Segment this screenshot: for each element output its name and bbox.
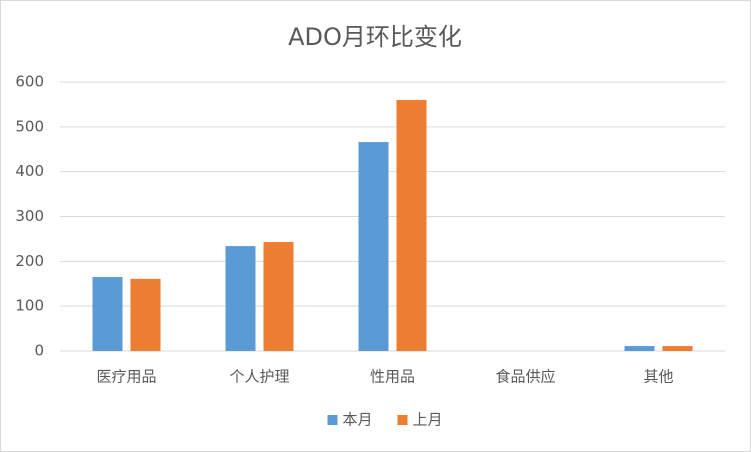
bar xyxy=(263,242,294,351)
x-tick-label: 其他 xyxy=(643,368,673,386)
y-tick-label: 400 xyxy=(15,162,44,180)
bar xyxy=(92,277,123,351)
bar xyxy=(624,346,655,351)
y-tick-label: 300 xyxy=(15,207,44,225)
bar xyxy=(396,99,427,351)
y-tick-label: 600 xyxy=(15,73,44,91)
x-tick-label: 性用品 xyxy=(370,368,415,386)
x-tick-label: 食品供应 xyxy=(495,368,555,386)
legend-label: 上月 xyxy=(413,411,443,429)
y-tick-label: 200 xyxy=(15,252,44,270)
legend-swatch xyxy=(397,415,408,425)
bar xyxy=(662,346,693,351)
x-tick-label: 医疗用品 xyxy=(96,368,156,386)
legend-label: 本月 xyxy=(343,411,373,429)
chart-title: ADO月环比变化 xyxy=(288,23,462,51)
bar xyxy=(225,246,256,351)
y-tick-label: 100 xyxy=(15,297,44,315)
x-tick-label: 个人护理 xyxy=(229,368,289,386)
bar xyxy=(358,142,389,351)
y-tick-label: 500 xyxy=(15,117,44,135)
legend-swatch xyxy=(327,415,338,425)
bar xyxy=(130,278,161,351)
y-tick-label: 0 xyxy=(34,342,44,360)
